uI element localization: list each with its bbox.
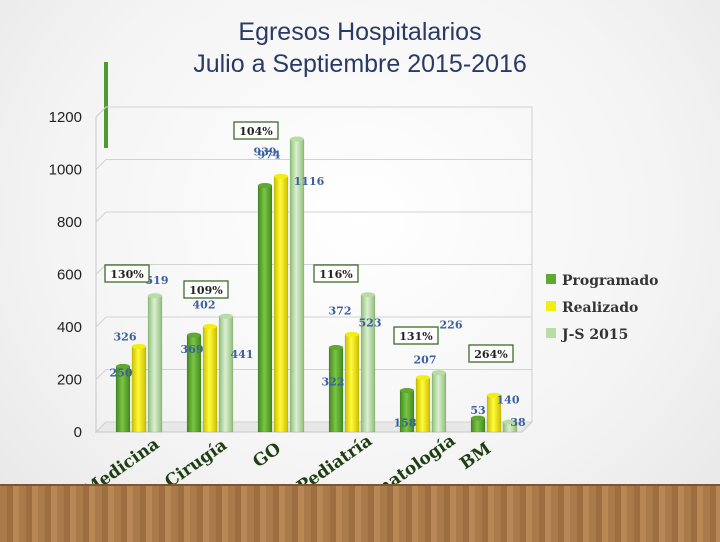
percent-label: 116% bbox=[319, 268, 353, 281]
category-label: GO bbox=[249, 439, 285, 472]
value-label: 326 bbox=[114, 330, 137, 343]
gridline bbox=[95, 106, 532, 118]
category-label: BM bbox=[456, 439, 495, 475]
bar-realizado bbox=[131, 346, 147, 433]
value-label: 53 bbox=[470, 404, 485, 417]
bar-programado bbox=[328, 347, 344, 433]
bar-realizado bbox=[273, 176, 289, 433]
gridline bbox=[95, 421, 532, 433]
value-label: 322 bbox=[322, 375, 345, 388]
percent-box bbox=[183, 280, 229, 299]
y-tick-label: 800 bbox=[57, 214, 82, 231]
chart-title: Egresos Hospitalarios bbox=[238, 18, 482, 46]
gridline bbox=[95, 159, 532, 170]
gridline bbox=[95, 316, 532, 328]
y-tick-label: 600 bbox=[57, 267, 82, 284]
bar-programado bbox=[257, 185, 273, 433]
percent-label: 104% bbox=[239, 125, 273, 138]
wooden-floor bbox=[0, 484, 720, 542]
bar-top bbox=[329, 344, 343, 350]
bar-top bbox=[203, 323, 217, 329]
bar-top bbox=[219, 313, 233, 319]
value-label: 226 bbox=[440, 319, 463, 332]
value-label: 402 bbox=[193, 298, 216, 311]
value-label: 1116 bbox=[294, 175, 325, 188]
value-label: 369 bbox=[181, 343, 204, 356]
percent-label: 130% bbox=[110, 268, 144, 281]
bar-top bbox=[503, 419, 517, 425]
value-label: 250 bbox=[110, 366, 133, 379]
value-label: 140 bbox=[497, 393, 520, 406]
bar-top bbox=[487, 392, 501, 398]
bar-top bbox=[432, 370, 446, 376]
percent-label: 109% bbox=[189, 284, 223, 297]
bar-top bbox=[471, 415, 485, 421]
bar-realizado bbox=[415, 377, 431, 433]
percent-box bbox=[468, 344, 514, 363]
y-tick-label: 1200 bbox=[49, 109, 82, 126]
legend: Programado Realizado J-S 2015 bbox=[546, 273, 659, 343]
percent-label: 264% bbox=[474, 348, 508, 361]
bar-top bbox=[361, 292, 375, 298]
value-label: 38 bbox=[510, 416, 526, 429]
percent-box bbox=[313, 264, 359, 283]
y-axis: 0 200 400 600 800 1000 1200 bbox=[49, 109, 97, 441]
value-label: 939 bbox=[254, 146, 277, 159]
value-label: 519 bbox=[146, 274, 169, 287]
bar-j-s-2015 bbox=[431, 372, 447, 433]
bar-top bbox=[187, 332, 201, 338]
gridline bbox=[95, 369, 532, 380]
bar-top bbox=[416, 375, 430, 381]
value-labels: 250 369 939 322 158 53 326 402 974 372 207 140 519 44… bbox=[110, 146, 526, 430]
y-tick-label: 400 bbox=[57, 319, 82, 336]
value-label: 158 bbox=[394, 417, 417, 430]
bars bbox=[115, 136, 518, 433]
y-tick-label: 1000 bbox=[49, 162, 82, 179]
percent-label: 131% bbox=[399, 330, 433, 343]
chart-subtitle: Julio a Septiembre 2015-2016 bbox=[193, 50, 527, 78]
legend-swatch bbox=[546, 274, 556, 284]
bar-j-s-2015 bbox=[360, 294, 376, 433]
bar-top bbox=[345, 331, 359, 337]
bar-top bbox=[258, 183, 272, 189]
bar-top bbox=[274, 173, 288, 179]
legend-label: J-S 2015 bbox=[560, 327, 628, 343]
y-tick-label: 200 bbox=[57, 372, 82, 389]
bar-j-s-2015 bbox=[147, 295, 163, 433]
bar-top bbox=[116, 363, 130, 369]
accent-bar bbox=[104, 62, 108, 148]
percent-box bbox=[233, 121, 279, 140]
bar-realizado bbox=[202, 326, 218, 433]
legend-swatch bbox=[546, 328, 556, 338]
value-label: 523 bbox=[359, 317, 382, 330]
value-label: 974 bbox=[258, 148, 281, 161]
bar-top bbox=[400, 388, 414, 394]
value-label: 441 bbox=[231, 348, 254, 361]
gridline bbox=[95, 211, 532, 223]
legend-label: Realizado bbox=[562, 300, 638, 316]
bar-j-s-2015 bbox=[218, 315, 234, 433]
legend-label: Programado bbox=[562, 273, 659, 289]
percent-labels: 130% 109% 104% 116% 131% 264% bbox=[104, 121, 514, 363]
bar-top bbox=[148, 293, 162, 299]
bar-realizado bbox=[344, 334, 360, 433]
value-label: 207 bbox=[414, 354, 437, 367]
percent-box bbox=[393, 326, 439, 345]
value-label: 372 bbox=[329, 304, 352, 317]
bar-top bbox=[290, 136, 304, 142]
percent-box bbox=[104, 264, 150, 283]
legend-swatch bbox=[546, 301, 556, 311]
y-tick-label: 0 bbox=[74, 424, 82, 441]
bar-top bbox=[132, 343, 146, 349]
